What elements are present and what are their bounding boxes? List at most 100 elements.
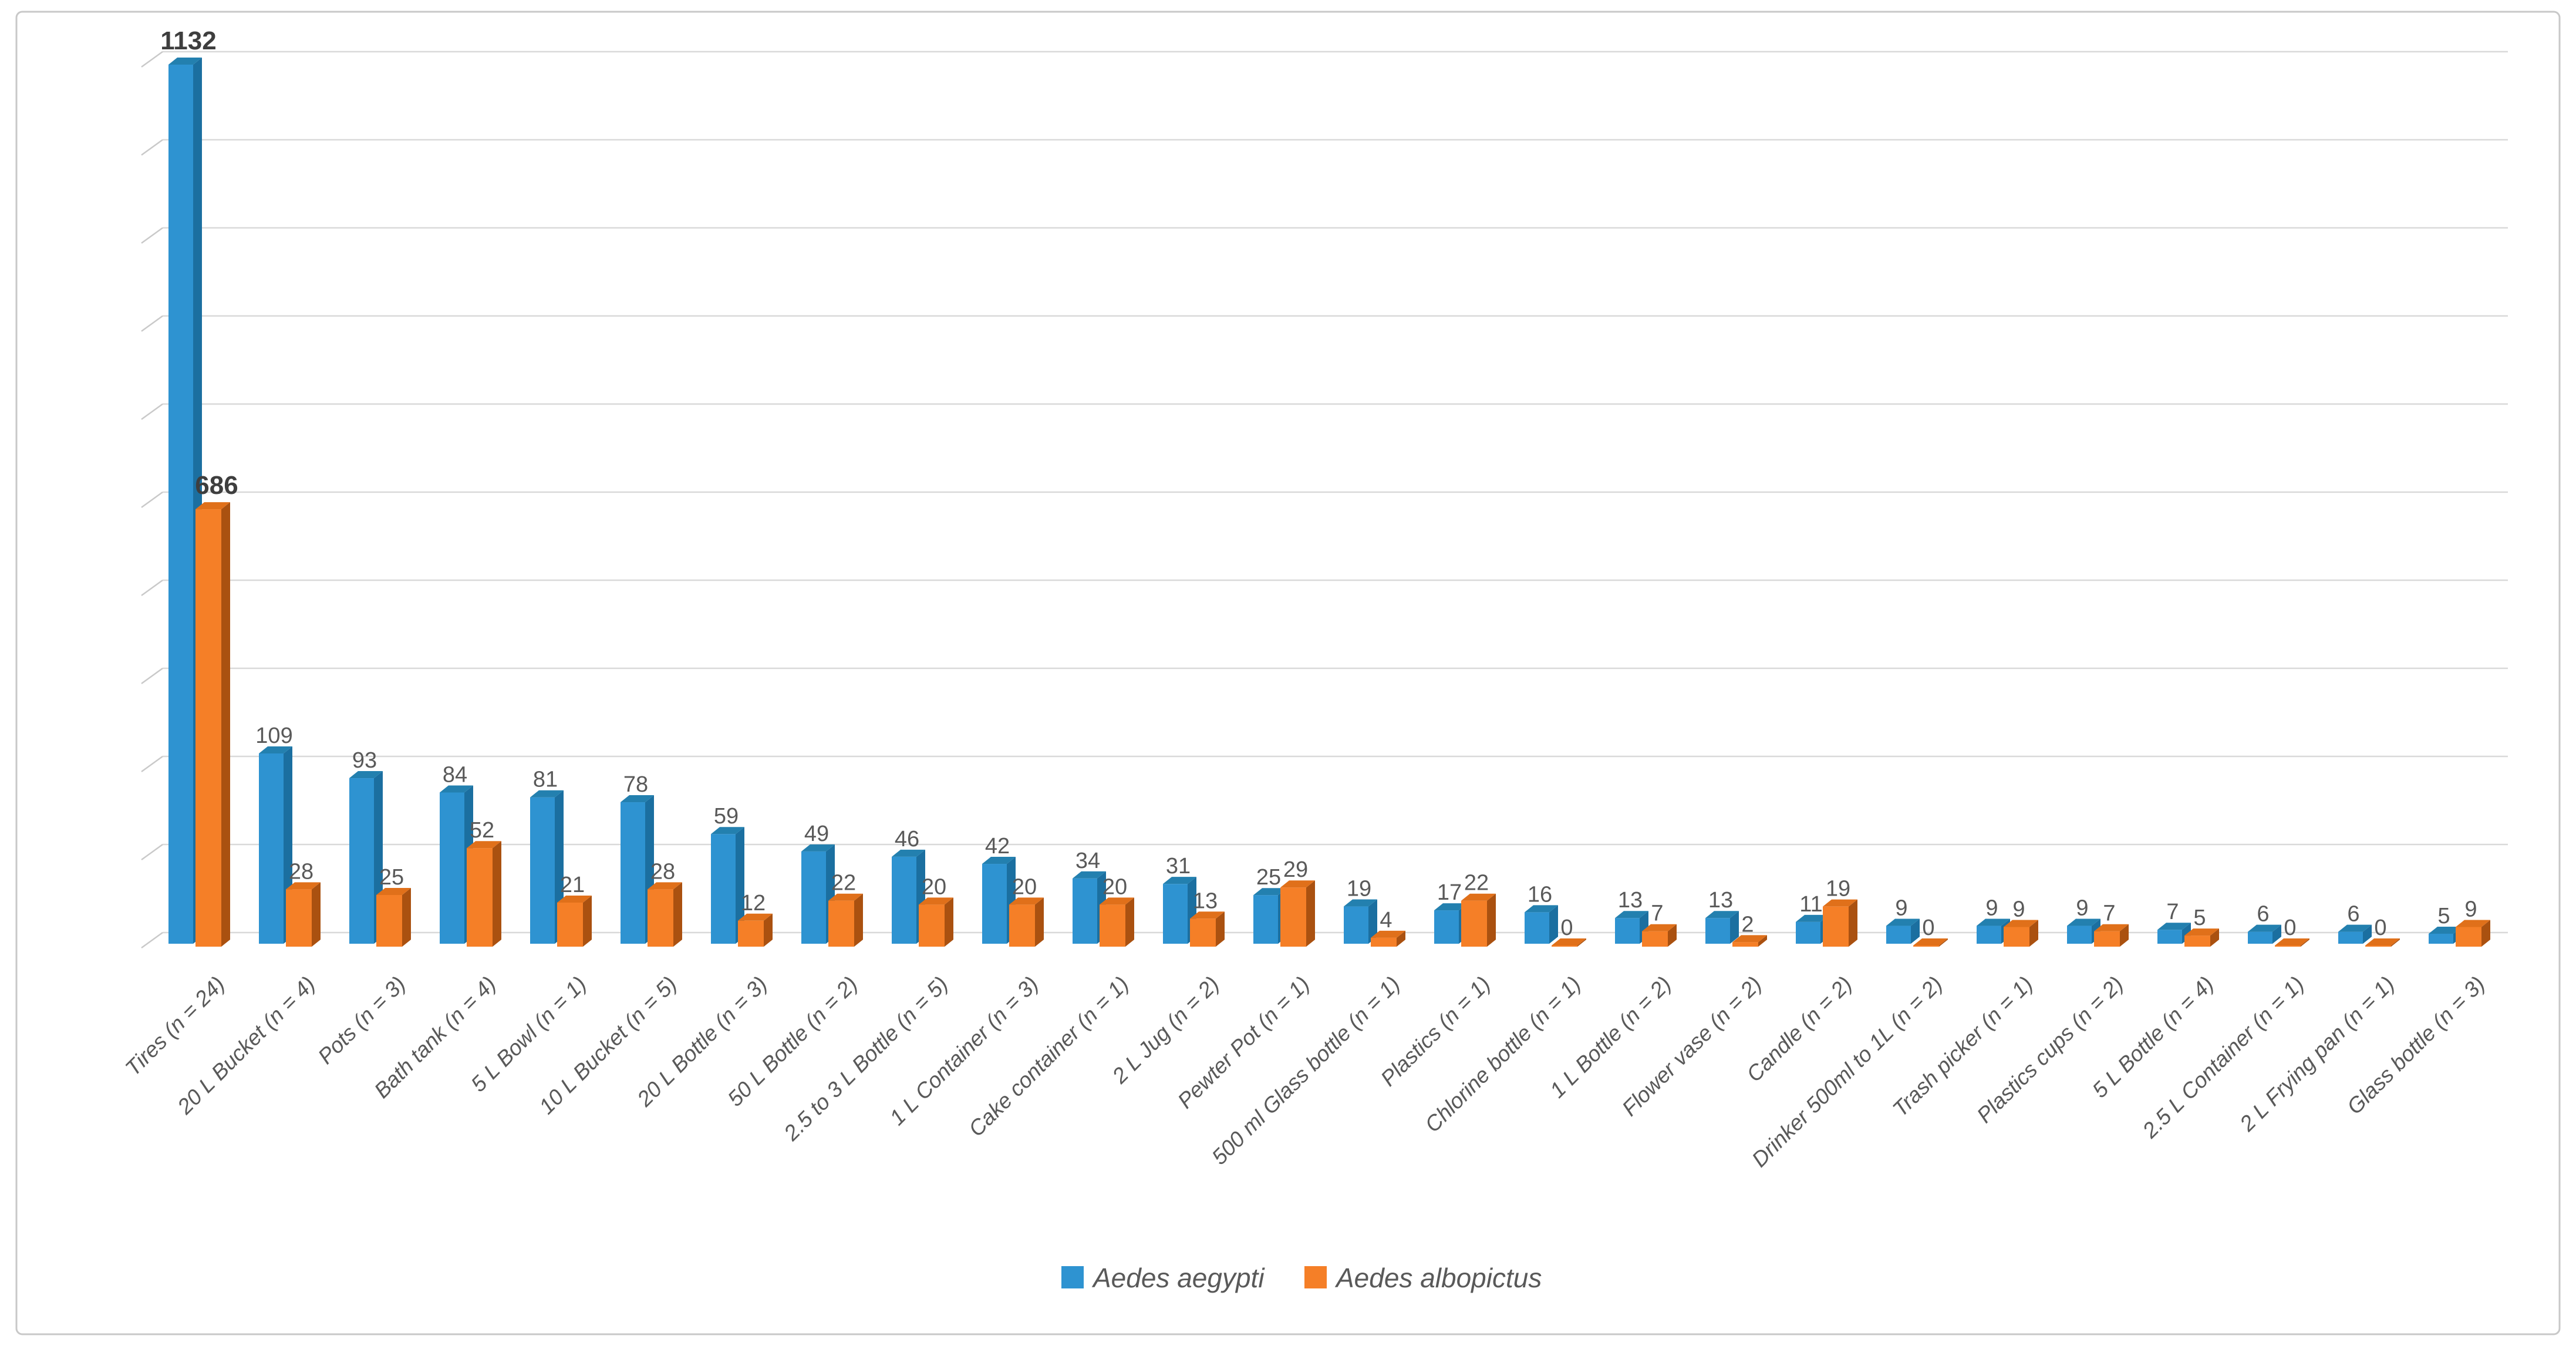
bar-top-face: [1913, 938, 1948, 945]
value-label-aegypti: 9: [2076, 896, 2088, 921]
bar-aedes-aegypti: [711, 827, 744, 944]
value-label-aegypti: 109: [255, 724, 292, 748]
bar-side-face: [1849, 899, 1857, 947]
value-label-aegypti: 59: [714, 804, 739, 829]
bar-top-face: [1615, 911, 1648, 918]
bar-aedes-aegypti: [2067, 918, 2100, 944]
bar-aedes-aegypti: [1886, 918, 1920, 944]
bar-aedes-aegypti: [2338, 924, 2372, 944]
bar-aedes-aegypti: [1615, 911, 1648, 944]
bar-top-face: [1344, 899, 1377, 907]
bar-side-face: [2272, 924, 2281, 944]
bar-front-face: [2429, 933, 2453, 944]
bar-front-face: [557, 903, 583, 947]
bar-side-face: [736, 827, 744, 944]
value-label-albopictus: 25: [379, 865, 404, 890]
legend: Aedes aegypti Aedes albopictus: [1061, 1263, 1542, 1293]
value-label-albopictus: 28: [289, 859, 313, 884]
bar-aedes-albopictus: [1190, 911, 1225, 947]
bar-front-face: [1913, 945, 1939, 947]
bar-front-face: [440, 792, 464, 944]
bar-front-face: [738, 920, 764, 947]
value-label-aegypti: 1132: [160, 26, 216, 55]
bar-aedes-albopictus: [2365, 938, 2400, 947]
bar-top-face: [168, 57, 202, 65]
axis-tick: [141, 51, 163, 68]
category-label: Pots (n = 3): [313, 972, 410, 1069]
bar-front-face: [1371, 937, 1397, 947]
axis-tick: [141, 139, 163, 156]
value-label-aegypti: 6: [2257, 902, 2269, 927]
bar-top-face: [648, 882, 682, 890]
value-label-aegypti: 13: [1618, 888, 1643, 913]
value-label-aegypti: 11: [1799, 892, 1822, 917]
bar-aedes-albopictus: [1732, 935, 1767, 947]
legend-swatch-albopictus: [1304, 1266, 1327, 1288]
bar-aedes-albopictus: [286, 882, 321, 947]
bar-top-face: [2094, 924, 2129, 931]
value-label-albopictus: 7: [1651, 901, 1663, 926]
value-label-albopictus: 29: [1283, 857, 1308, 882]
bar-side-face: [1397, 930, 1405, 947]
bar-top-face: [738, 913, 773, 921]
value-label-albopictus: 4: [1380, 908, 1392, 933]
bar-top-face: [1732, 935, 1767, 943]
bar-top-face: [286, 882, 321, 890]
bar-front-face: [1009, 904, 1035, 947]
bar-front-face: [1073, 878, 1097, 944]
bar-front-face: [2456, 927, 2481, 947]
bar-top-face: [892, 849, 925, 857]
bar-front-face: [892, 856, 916, 944]
bar-top-face: [1823, 899, 1857, 907]
value-label-albopictus: 13: [1193, 889, 1218, 913]
value-label-albopictus: 21: [560, 873, 585, 897]
value-label-albopictus: 52: [470, 818, 494, 843]
bar-front-face: [1280, 887, 1306, 947]
bar-side-face: [1368, 899, 1377, 944]
bar-top-face: [1073, 871, 1106, 879]
value-label-albopictus: 9: [2464, 897, 2477, 921]
bar-aedes-aegypti: [1705, 911, 1739, 944]
value-label-aegypti: 9: [1985, 896, 1998, 921]
bar-front-face: [621, 802, 645, 944]
bar-aedes-albopictus: [1823, 899, 1857, 947]
bar-front-face: [286, 889, 312, 947]
bar-aedes-albopictus: [557, 896, 592, 947]
value-label-albopictus: 28: [650, 859, 675, 884]
axis-tick: [141, 931, 163, 949]
value-label-aegypti: 34: [1075, 849, 1100, 873]
bar-top-face: [982, 857, 1016, 864]
bar-top-face: [1434, 903, 1468, 911]
category-label: 500 ml Glass bottle (n = 1): [1207, 972, 1405, 1170]
bar-aedes-albopictus: [195, 502, 230, 947]
bar-side-face: [2391, 938, 2400, 947]
value-label-aegypti: 25: [1256, 865, 1281, 890]
bar-front-face: [376, 894, 402, 947]
bar-front-face: [2094, 931, 2120, 947]
bar-top-face: [1371, 930, 1405, 938]
bar-side-face: [2363, 924, 2372, 944]
value-label-aegypti: 81: [533, 768, 558, 792]
bar-top-face: [2456, 920, 2490, 927]
bar-side-face: [2481, 920, 2490, 947]
axis-tick: [141, 667, 163, 685]
bar-top-face: [2067, 918, 2100, 926]
bar-front-face: [2248, 931, 2272, 944]
bar-front-face: [1796, 921, 1820, 944]
value-label-albopictus: 22: [1464, 871, 1489, 896]
bar-front-face: [349, 778, 374, 944]
axis-tick: [141, 755, 163, 773]
gridlines: [141, 51, 2508, 949]
bar-front-face: [648, 889, 673, 947]
axis-tick: [141, 315, 163, 332]
bar-front-face: [2365, 945, 2391, 947]
value-label-aegypti: 17: [1437, 880, 1462, 905]
value-label-albopictus: 0: [1560, 916, 1573, 940]
bar-side-face: [1911, 918, 1920, 944]
value-label-albopictus: 19: [1826, 877, 1850, 901]
bar-side-face: [1577, 938, 1586, 947]
bar-side-face: [2182, 923, 2191, 944]
bar-front-face: [259, 753, 284, 944]
value-label-aegypti: 13: [1708, 888, 1733, 913]
